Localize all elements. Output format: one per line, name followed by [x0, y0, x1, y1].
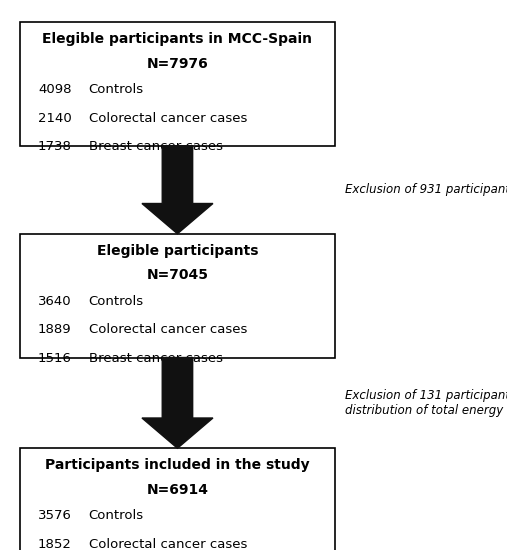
Text: Participants included in the study: Participants included in the study — [45, 458, 310, 472]
Text: Exclusion of 131 participants in the top and bottom
distribution of total energy: Exclusion of 131 participants in the top… — [345, 389, 507, 416]
FancyBboxPatch shape — [20, 234, 335, 358]
Text: Elegible participants: Elegible participants — [97, 244, 258, 257]
Text: 1738: 1738 — [38, 140, 72, 153]
Text: Controls: Controls — [89, 295, 144, 308]
Text: Exclusion of 931 participants without dietary data: Exclusion of 931 participants without di… — [345, 183, 507, 196]
Text: 1516: 1516 — [38, 352, 72, 365]
Polygon shape — [142, 146, 213, 234]
Text: N=7976: N=7976 — [147, 57, 208, 70]
FancyBboxPatch shape — [20, 22, 335, 146]
Text: Breast cancer cases: Breast cancer cases — [89, 140, 223, 153]
Text: Breast cancer cases: Breast cancer cases — [89, 352, 223, 365]
Text: Controls: Controls — [89, 83, 144, 96]
Text: Elegible participants in MCC-Spain: Elegible participants in MCC-Spain — [43, 32, 312, 46]
Polygon shape — [142, 358, 213, 448]
Text: N=7045: N=7045 — [147, 268, 208, 282]
Text: Colorectal cancer cases: Colorectal cancer cases — [89, 112, 247, 125]
Text: Colorectal cancer cases: Colorectal cancer cases — [89, 323, 247, 337]
Text: 3576: 3576 — [38, 509, 72, 522]
Text: 1852: 1852 — [38, 538, 72, 550]
Text: 3640: 3640 — [38, 295, 71, 308]
Text: 4098: 4098 — [38, 83, 71, 96]
Text: 2140: 2140 — [38, 112, 72, 125]
Text: N=6914: N=6914 — [147, 483, 208, 497]
Text: Colorectal cancer cases: Colorectal cancer cases — [89, 538, 247, 550]
FancyBboxPatch shape — [20, 448, 335, 550]
Text: Controls: Controls — [89, 509, 144, 522]
Text: 1889: 1889 — [38, 323, 71, 337]
